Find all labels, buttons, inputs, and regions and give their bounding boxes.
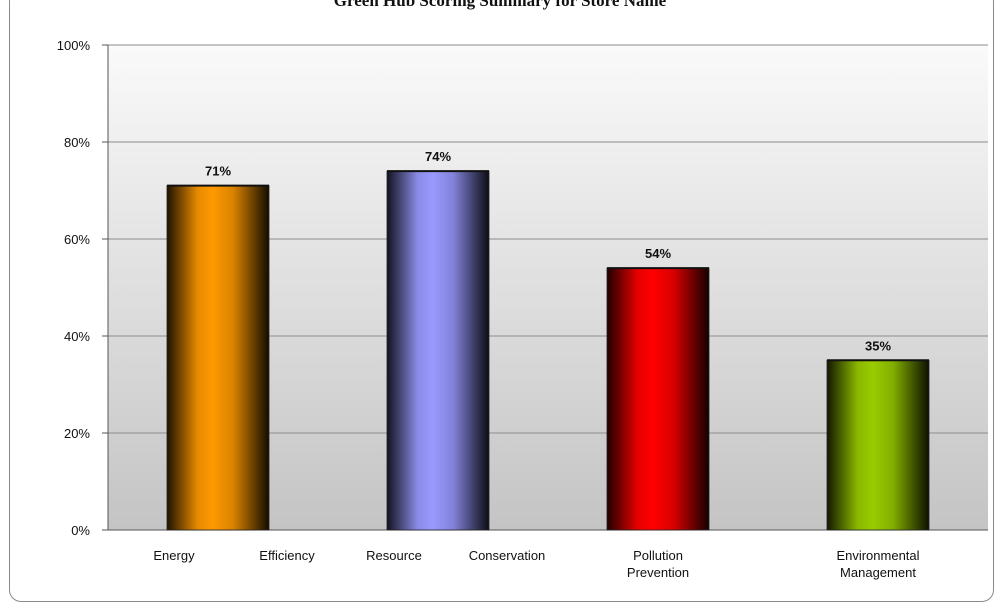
y-tick-label: 0% <box>71 523 90 538</box>
chart-frame <box>9 0 994 602</box>
x-tick-label: Pollution Prevention <box>627 548 689 580</box>
data-label: 74% <box>425 149 451 164</box>
y-tick-label: 40% <box>64 329 90 344</box>
y-tick-label: 20% <box>64 426 90 441</box>
x-tick-label: Environmental Management <box>836 548 919 580</box>
bar <box>386 170 490 531</box>
data-label: 35% <box>865 338 891 353</box>
y-tick-label: 60% <box>64 232 90 247</box>
x-tick-label: Resource Conservation <box>366 548 545 563</box>
bar <box>606 267 710 531</box>
bar <box>826 359 930 531</box>
bar <box>166 185 270 531</box>
x-tick-label: Energy Efficiency <box>153 548 315 563</box>
y-tick-label: 100% <box>57 38 91 53</box>
chart-title: Green Hub Scoring Summary for Store Name <box>333 0 667 10</box>
data-label: 71% <box>205 164 231 179</box>
y-tick-label: 80% <box>64 135 90 150</box>
data-label: 54% <box>645 246 671 261</box>
